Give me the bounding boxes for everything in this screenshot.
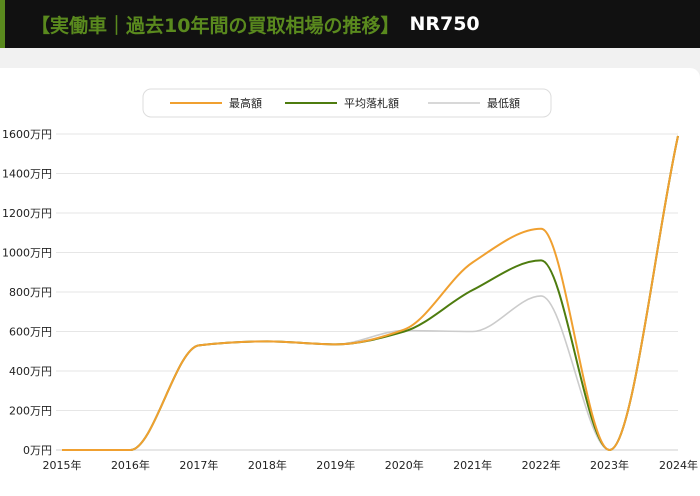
legend-label[interactable]: 平均落札額 [344,97,399,110]
x-tick-label: 2017年 [179,458,218,472]
y-tick-label: 1000万円 [2,247,52,260]
x-tick-label: 2024年 [659,458,698,472]
chart-card: 0万円 200万円 400万円 600万円 800万円 1000万円 1200万円 1400万… [0,68,700,496]
page-title: 【実働車｜過去10年間の買取相場の推移】 [31,14,400,37]
x-tick-label: 2019年 [316,458,355,472]
series-line [62,135,679,452]
x-tick-label: 2021年 [453,458,492,472]
y-tick-label: 1400万円 [2,168,52,181]
page-header: 【実働車｜過去10年間の買取相場の推移】 NR750 [0,0,700,48]
y-tick-label: 600万円 [9,326,52,339]
x-tick-label: 2020年 [385,458,424,472]
y-tick-label: 200万円 [9,405,52,418]
model-name: NR750 [409,13,480,35]
legend-label[interactable]: 最高額 [229,96,262,110]
x-tick-label: 2015年 [43,458,82,472]
price-trend-chart: 0万円 200万円 400万円 600万円 800万円 1000万円 1200万円 1400万… [2,88,698,472]
series-line [62,135,679,451]
x-tick-label: 2016年 [111,458,150,472]
legend-box [142,88,552,118]
series-line [62,135,679,452]
x-tick-label: 2023年 [590,458,629,472]
legend-label[interactable]: 最低額 [487,97,520,110]
y-tick-label: 400万円 [9,365,52,378]
x-tick-label: 2018年 [248,458,287,472]
y-tick-label: 800万円 [9,286,52,299]
y-tick-label: 0万円 [23,444,52,457]
x-tick-label: 2022年 [522,458,561,472]
y-tick-label: 1600万円 [2,128,52,141]
y-tick-label: 1200万円 [2,207,52,220]
